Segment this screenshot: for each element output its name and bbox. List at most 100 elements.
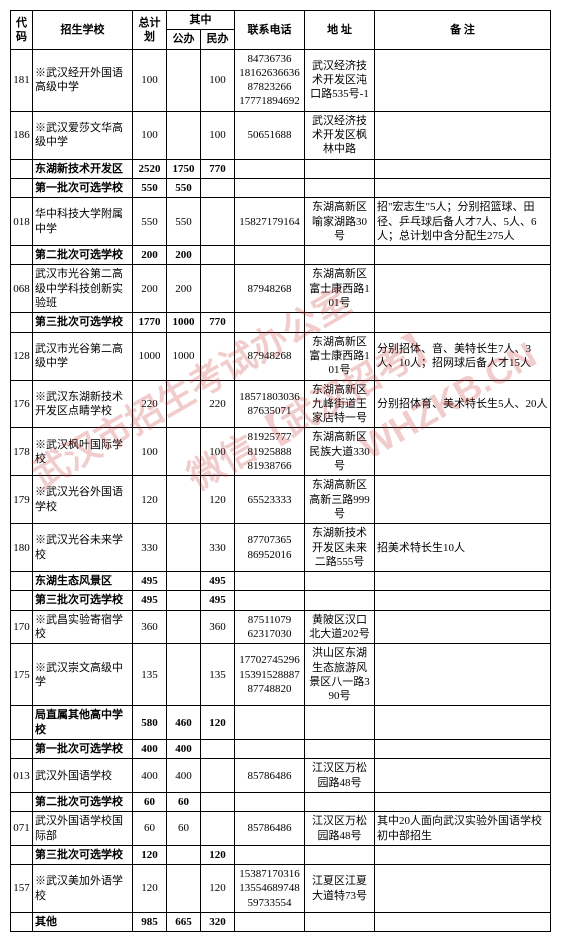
table-row: 其他985665320 — [11, 913, 551, 932]
cell-code — [11, 159, 33, 178]
cell-pub: 1750 — [167, 159, 201, 178]
cell-priv: 320 — [201, 913, 235, 932]
cell-pub — [167, 591, 201, 610]
cell-total: 550 — [133, 198, 167, 246]
cell-addr: 黄陂区汉口北大道202号 — [305, 610, 375, 644]
cell-school: ※武汉枫叶国际学校 — [33, 428, 133, 476]
table-row: 176※武汉东湖新技术开发区点睛学校2202201857180303687635… — [11, 380, 551, 428]
table-row: 178※武汉枫叶国际学校1001008192577781925888819387… — [11, 428, 551, 476]
cell-addr — [305, 913, 375, 932]
cell-code — [11, 740, 33, 759]
cell-code — [11, 313, 33, 332]
cell-code: 180 — [11, 524, 33, 572]
cell-priv: 120 — [201, 706, 235, 740]
cell-school: 第一批次可选学校 — [33, 178, 133, 197]
cell-pub — [167, 49, 201, 111]
cell-addr — [305, 591, 375, 610]
cell-addr — [305, 845, 375, 864]
cell-total: 400 — [133, 759, 167, 793]
cell-addr: 东湖高新区高新三路999号 — [305, 476, 375, 524]
table-row: 东湖新技术开发区25201750770 — [11, 159, 551, 178]
cell-note — [375, 792, 551, 811]
cell-code: 186 — [11, 111, 33, 159]
cell-priv — [201, 740, 235, 759]
cell-priv — [201, 812, 235, 846]
cell-school: ※武汉崇文高级中学 — [33, 644, 133, 706]
cell-code: 178 — [11, 428, 33, 476]
cell-note — [375, 706, 551, 740]
cell-total: 360 — [133, 610, 167, 644]
hdr-addr: 地 址 — [305, 11, 375, 50]
cell-pub: 550 — [167, 178, 201, 197]
cell-addr: 武汉经济技术开发区沌口路535号-1 — [305, 49, 375, 111]
cell-school: 第三批次可选学校 — [33, 591, 133, 610]
cell-phone: 153871703161355468974859733554 — [235, 865, 305, 913]
cell-priv: 120 — [201, 845, 235, 864]
cell-pub — [167, 865, 201, 913]
cell-pub: 200 — [167, 265, 201, 313]
table-row: 第二批次可选学校6060 — [11, 792, 551, 811]
cell-school: 武汉外国语学校 — [33, 759, 133, 793]
cell-school: 武汉市光谷第二高级中学 — [33, 332, 133, 380]
table-row: 068武汉市光谷第二高级中学科技创新实验班20020087948268东湖高新区… — [11, 265, 551, 313]
cell-addr: 武汉经济技术开发区枫林中路 — [305, 111, 375, 159]
cell-total: 2520 — [133, 159, 167, 178]
cell-total: 550 — [133, 178, 167, 197]
cell-school: ※武汉爱莎文华高级中学 — [33, 111, 133, 159]
cell-priv: 100 — [201, 49, 235, 111]
cell-total: 100 — [133, 111, 167, 159]
cell-priv: 495 — [201, 591, 235, 610]
table-row: 179※武汉光谷外国语学校12012065523333东湖高新区高新三路999号 — [11, 476, 551, 524]
cell-code: 179 — [11, 476, 33, 524]
cell-phone — [235, 845, 305, 864]
cell-priv: 330 — [201, 524, 235, 572]
cell-code — [11, 572, 33, 591]
cell-priv — [201, 792, 235, 811]
cell-school: ※武汉经开外国语高级中学 — [33, 49, 133, 111]
cell-pub: 665 — [167, 913, 201, 932]
cell-priv — [201, 246, 235, 265]
cell-pub — [167, 524, 201, 572]
table-row: 071武汉外国语学校国际部606085786486江汉区万松园路48号其中20人… — [11, 812, 551, 846]
cell-priv: 495 — [201, 572, 235, 591]
cell-note: 招"宏志生"5人；分别招篮球、田径、乒乓球后备人才7人、5人、6人；总计划中含分… — [375, 198, 551, 246]
table-row: 局直属其他高中学校580460120 — [11, 706, 551, 740]
cell-school: ※武昌实验寄宿学校 — [33, 610, 133, 644]
cell-note — [375, 610, 551, 644]
cell-total: 100 — [133, 428, 167, 476]
cell-school: 第一批次可选学校 — [33, 740, 133, 759]
table-row: 013武汉外国语学校40040085786486江汉区万松园路48号 — [11, 759, 551, 793]
hdr-phone: 联系电话 — [235, 11, 305, 50]
hdr-school: 招生学校 — [33, 11, 133, 50]
cell-school: ※武汉美加外语学校 — [33, 865, 133, 913]
cell-phone — [235, 159, 305, 178]
cell-priv: 100 — [201, 111, 235, 159]
cell-phone: 85786486 — [235, 759, 305, 793]
hdr-inner: 其中 — [167, 11, 235, 30]
cell-pub: 1000 — [167, 313, 201, 332]
cell-total: 495 — [133, 591, 167, 610]
cell-addr: 东湖高新区喻家湖路30号 — [305, 198, 375, 246]
cell-code: 175 — [11, 644, 33, 706]
cell-addr — [305, 159, 375, 178]
cell-note — [375, 644, 551, 706]
cell-addr: 东湖高新区富士康西路101号 — [305, 265, 375, 313]
cell-total: 220 — [133, 380, 167, 428]
cell-priv — [201, 332, 235, 380]
hdr-pub: 公办 — [167, 30, 201, 49]
cell-pub: 550 — [167, 198, 201, 246]
cell-priv — [201, 178, 235, 197]
table-row: 第三批次可选学校120120 — [11, 845, 551, 864]
hdr-code: 代码 — [11, 11, 33, 50]
cell-school: ※武汉东湖新技术开发区点睛学校 — [33, 380, 133, 428]
cell-total: 60 — [133, 792, 167, 811]
cell-code — [11, 591, 33, 610]
cell-addr — [305, 706, 375, 740]
cell-phone: 15827179164 — [235, 198, 305, 246]
cell-pub — [167, 610, 201, 644]
table-row: 第一批次可选学校550550 — [11, 178, 551, 197]
table-row: 186※武汉爱莎文华高级中学10010050651688武汉经济技术开发区枫林中… — [11, 111, 551, 159]
cell-note — [375, 476, 551, 524]
table-header: 代码 招生学校 总计划 其中 联系电话 地 址 备 注 公办 民办 — [11, 11, 551, 50]
cell-pub: 1000 — [167, 332, 201, 380]
